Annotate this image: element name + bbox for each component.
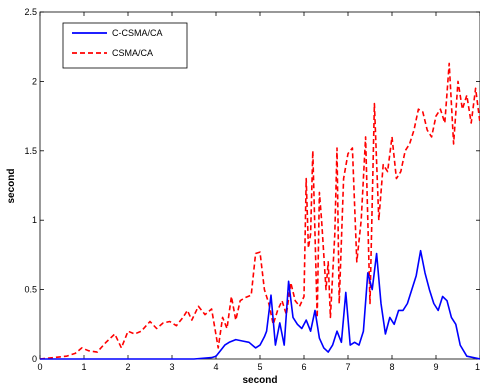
x-tick-label: 7	[345, 362, 350, 372]
series-line-csma-ca	[39, 62, 480, 360]
x-tick-label: 9	[433, 362, 438, 372]
x-tick-label: 8	[389, 362, 394, 372]
x-tick-label: 0	[37, 362, 42, 372]
y-axis-label: second	[6, 168, 17, 203]
x-tick-label: 6	[301, 362, 306, 372]
y-tick-label: 1.5	[24, 146, 37, 156]
x-tick-label: 3	[169, 362, 174, 372]
y-tick-label: 0.5	[24, 285, 37, 295]
x-tick-label: 1	[475, 362, 480, 372]
x-tick-label: 5	[257, 362, 262, 372]
x-tick-label: 1	[81, 362, 86, 372]
y-tick-label: 2.5	[24, 7, 37, 17]
legend: C-CSMA/CA CSMA/CA	[62, 22, 188, 69]
legend-box	[62, 22, 188, 69]
x-axis-ticks: 0 1 2 3 4 5 6 7 8 9 1	[37, 12, 480, 372]
x-tick-label: 2	[125, 362, 130, 372]
x-tick-label: 4	[213, 362, 218, 372]
x-axis-label: second	[242, 375, 277, 386]
y-axis-ticks: 0 0.5 1 1.5 2 2.5	[24, 7, 480, 364]
series-line-c-csma-ca	[40, 249, 480, 360]
series-layer	[39, 62, 480, 360]
y-tick-label: 0	[32, 354, 37, 364]
y-tick-label: 1	[32, 215, 37, 225]
legend-label-c-csma: C-CSMA/CA	[112, 28, 163, 38]
legend-label-csma: CSMA/CA	[112, 48, 153, 58]
y-tick-label: 2	[32, 76, 37, 86]
